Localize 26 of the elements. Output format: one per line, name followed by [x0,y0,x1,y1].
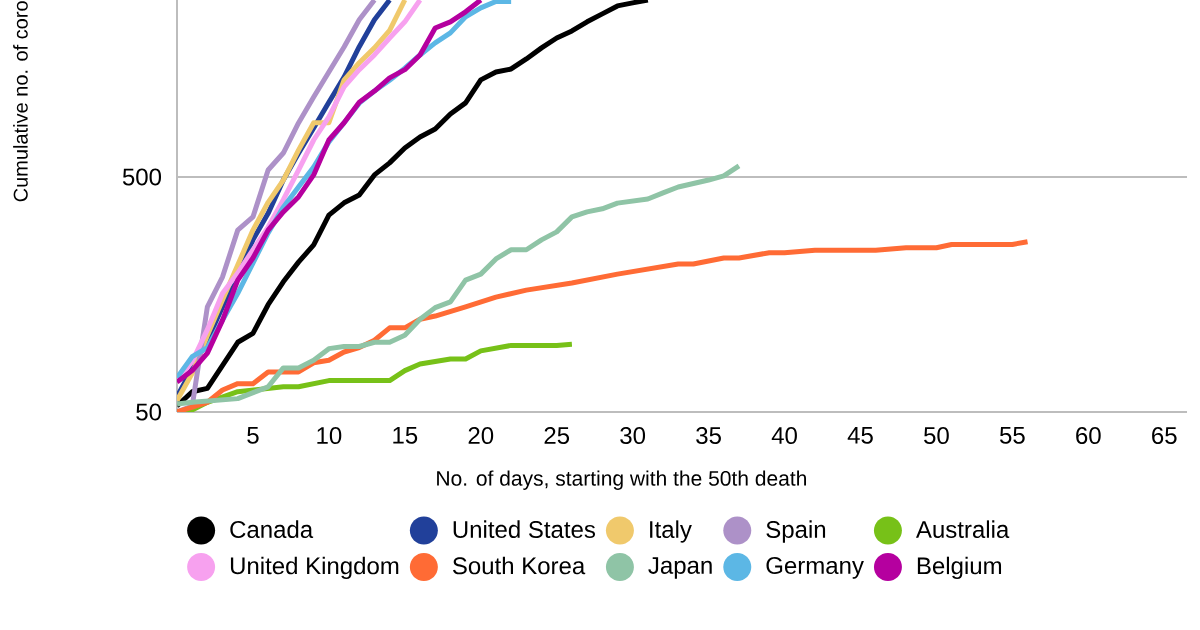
legend-label: Australia [915,520,1010,538]
legend-label: Italy [650,520,692,543]
legend-label: South Korea [452,556,586,575]
y-tick-label: 500 [122,168,162,186]
x-tick-label: 5 [247,427,259,444]
x-tick-label: 15 [393,427,418,444]
x-tick-label: 55 [999,427,1025,444]
legend-label: Japan [648,557,712,579]
x-tick-label: 65 [1152,427,1177,445]
x-tick-label: 45 [847,427,873,444]
legend-label: Spain [766,520,826,543]
legend-label: Canada [230,520,314,538]
x-tick-label: 40 [771,427,797,445]
x-tick-label: 60 [1076,427,1101,445]
legend-label: Germany [766,557,864,579]
legend-label: United Kingdom [230,556,399,580]
x-tick-label: 35 [696,427,721,445]
legend-label: Belgium [917,556,1002,580]
x-tick-label: 10 [317,427,342,445]
y-axis-title: Cumulative no. of coro [13,1,28,202]
legend-label: United States [453,520,596,538]
x-tick-label: 50 [924,427,949,445]
x-axis-title: No. of days, starting with the 50th death [437,470,806,490]
x-tick-label: 20 [468,427,494,445]
x-tick-label: 30 [620,427,646,445]
x-tick-label: 25 [544,427,570,445]
